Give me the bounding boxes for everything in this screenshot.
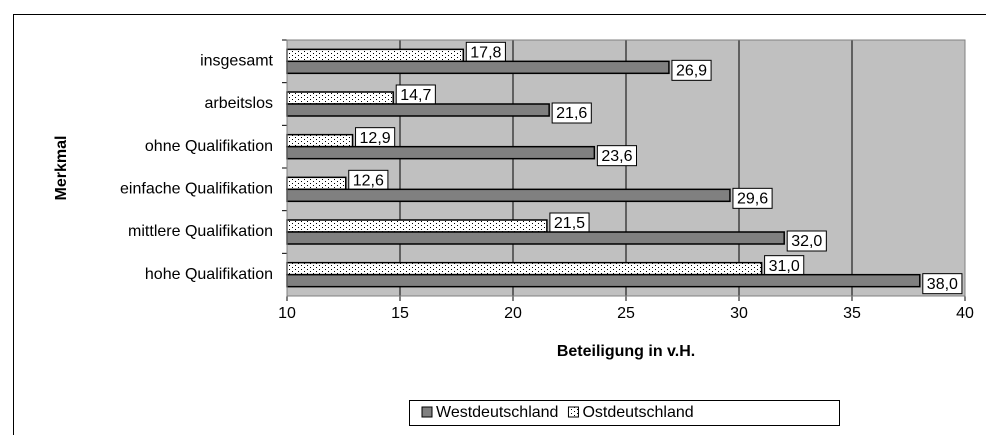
x-tick-label: 30 xyxy=(730,305,748,322)
data-label: 21,5 xyxy=(554,215,585,232)
y-tick-label: mittlere Qualifikation xyxy=(128,223,273,240)
x-tick-label: 15 xyxy=(391,305,409,322)
legend-label: Westdeutschland xyxy=(436,404,558,421)
data-label: 17,8 xyxy=(470,45,501,62)
y-tick-label: ohne Qualifikation xyxy=(145,138,273,155)
bar xyxy=(286,188,731,203)
data-label-box xyxy=(922,273,963,295)
bar xyxy=(286,103,550,117)
y-tick-label: arbeitslos xyxy=(205,95,273,112)
data-label: 12,6 xyxy=(353,173,384,190)
y-tick-label: hohe Qualifikation xyxy=(145,266,273,283)
data-label: 26,9 xyxy=(676,63,707,80)
y-axis-label: Merkmal xyxy=(53,136,70,201)
bar xyxy=(286,261,763,276)
plot-border xyxy=(286,39,966,297)
bar xyxy=(286,231,785,245)
bar xyxy=(286,91,394,105)
data-label: 31,0 xyxy=(769,258,800,275)
bar xyxy=(286,219,548,233)
x-tick-label: 10 xyxy=(278,305,296,322)
data-label-box xyxy=(596,145,638,167)
x-tick-label: 20 xyxy=(504,305,522,322)
x-tick-label: 35 xyxy=(843,305,861,322)
data-label: 23,6 xyxy=(601,148,632,165)
bar xyxy=(286,48,465,63)
legend-swatch xyxy=(567,406,579,418)
data-label-box xyxy=(732,187,773,209)
data-label-box xyxy=(671,59,712,81)
legend-label: Ostdeutschland xyxy=(582,404,693,421)
data-label: 32,0 xyxy=(791,233,822,250)
x-tick-label: 25 xyxy=(617,305,635,322)
bar xyxy=(286,176,347,191)
data-label-box xyxy=(551,102,592,124)
bar xyxy=(286,273,921,288)
bar xyxy=(286,133,354,148)
x-tick-label: 40 xyxy=(956,305,974,322)
data-label: 29,6 xyxy=(737,191,768,208)
data-label: 38,0 xyxy=(927,276,958,293)
data-label: 21,6 xyxy=(556,105,587,122)
bar xyxy=(286,60,670,75)
bar xyxy=(286,145,596,160)
data-label: 14,7 xyxy=(400,87,431,104)
legend-swatch xyxy=(421,406,433,418)
data-label: 12,9 xyxy=(360,130,391,147)
data-label-box xyxy=(786,230,827,252)
y-tick-label: insgesamt xyxy=(200,53,273,70)
legend xyxy=(409,400,840,426)
y-tick-label: einfache Qualifikation xyxy=(120,181,273,198)
x-axis-label: Beteiligung in v.H. xyxy=(557,343,695,360)
